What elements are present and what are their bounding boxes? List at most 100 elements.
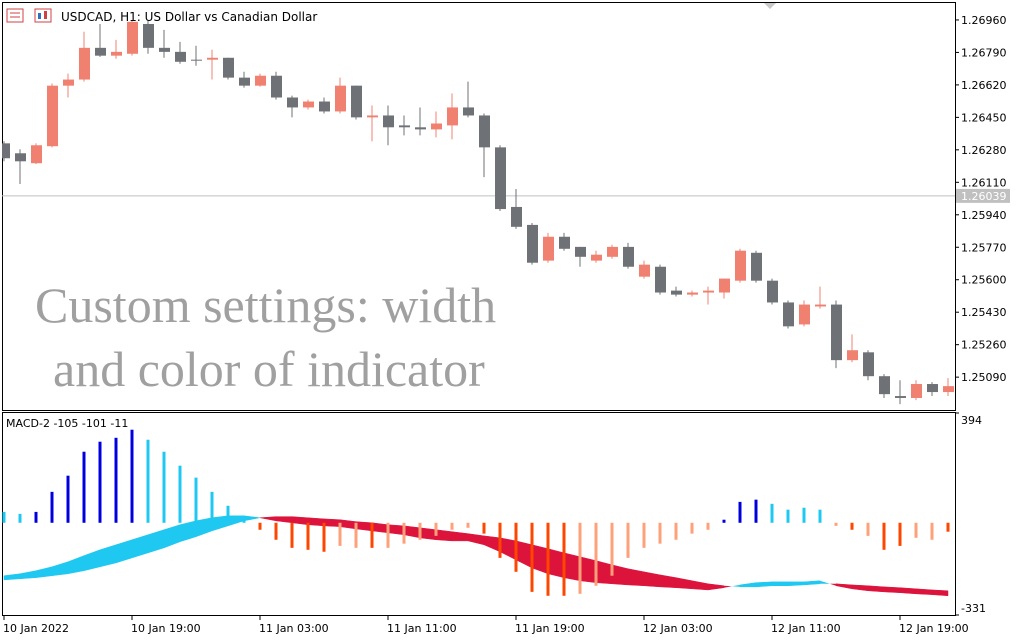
histogram-bar (210, 491, 214, 523)
histogram-bar (338, 522, 342, 546)
histogram-bar (946, 522, 950, 532)
y-tick-label: 1.25940 (961, 209, 1007, 222)
candle-body (383, 115, 394, 128)
candle-body (655, 266, 666, 293)
histogram-bar (690, 522, 694, 534)
candle-body (799, 304, 810, 325)
histogram-bar (482, 522, 486, 534)
icon[interactable] (34, 8, 52, 23)
macd-fill (931, 589, 949, 597)
candle-body (751, 252, 762, 281)
macd-fill (435, 529, 453, 542)
y-tick-label: 1.26960 (961, 14, 1007, 27)
histogram-bar (658, 522, 662, 544)
shift-marker[interactable] (764, 3, 776, 9)
histogram-bar (914, 522, 918, 538)
overlay: USDCAD, H1: US Dollar vs Canadian Dollar… (3, 3, 1010, 635)
candle-body (687, 292, 698, 295)
macd-fill (627, 568, 645, 587)
candle-body (399, 125, 410, 128)
candle-body (271, 75, 282, 98)
x-tick-label: 11 Jan 11:00 (387, 622, 457, 635)
histogram-bar (882, 522, 886, 550)
candle-body (879, 376, 890, 395)
histogram-bar (258, 522, 262, 530)
candle-body (63, 79, 74, 86)
x-tick-label: 11 Jan 19:00 (515, 622, 585, 635)
macd-fill (371, 522, 389, 534)
x-tick-label: 12 Jan 11:00 (771, 622, 841, 635)
main-plot (2, 19, 955, 405)
candle-body (351, 85, 362, 118)
macd-fill (307, 517, 325, 527)
icon-bar (38, 13, 41, 19)
macd-fill (387, 524, 405, 536)
histogram-bar (162, 451, 166, 523)
macd-plot (2, 429, 950, 597)
candle-body (895, 396, 906, 398)
y-tick-label: 1.25090 (961, 371, 1007, 384)
candle-body (863, 352, 874, 377)
histogram-bar (674, 522, 678, 540)
macd-fill (547, 548, 565, 578)
candle-body (559, 236, 570, 249)
icon[interactable] (6, 8, 24, 23)
histogram-bar (34, 511, 38, 523)
histogram-bar (370, 522, 374, 548)
candle-body (543, 236, 554, 261)
main-frame (2, 2, 956, 411)
histogram-bar (130, 429, 134, 523)
histogram-bar (114, 437, 118, 523)
macd-fill (323, 518, 341, 527)
candle-body (2, 143, 10, 159)
histogram-bar (194, 477, 198, 523)
histogram-bar (898, 522, 902, 546)
candle-body (239, 77, 250, 86)
histogram-bar (354, 522, 358, 548)
x-tick-label: 10 Jan 19:00 (131, 622, 201, 635)
histogram-bar (514, 522, 518, 572)
candle-body (527, 224, 538, 263)
candle-body (303, 101, 314, 108)
candle-body (207, 57, 218, 60)
candle-body (463, 107, 474, 116)
candle-body (575, 246, 586, 257)
candle-body (415, 127, 426, 130)
macd-fill (867, 585, 885, 593)
histogram-bar (706, 522, 710, 530)
macd-title: MACD-2 -105 -101 -11 (6, 417, 128, 430)
histogram-bar (274, 522, 278, 540)
candle-body (431, 123, 442, 130)
annotation: and color of indicator (53, 341, 485, 397)
histogram-bar (642, 522, 646, 548)
candle-body (639, 264, 650, 277)
candle-body (479, 115, 490, 148)
histogram-bar (578, 522, 582, 594)
x-tick-label: 12 Jan 19:00 (899, 622, 969, 635)
current-price-box (956, 188, 1010, 203)
macd-fill (732, 584, 740, 587)
y-tick-label: 1.26280 (961, 144, 1007, 157)
macd-fill (419, 527, 437, 541)
candle-body (943, 386, 954, 393)
histogram-bar (754, 499, 758, 523)
histogram-bar (466, 522, 470, 528)
y-tick-label: -331 (961, 602, 986, 615)
macd-fill (829, 583, 836, 586)
histogram-bar (226, 505, 230, 523)
icon-bar (44, 11, 47, 19)
candle-body (79, 47, 90, 80)
histogram-bar (434, 522, 438, 536)
candle-body (447, 107, 458, 126)
histogram-bar (802, 507, 806, 523)
candle-body (31, 145, 42, 164)
candle-body (831, 304, 842, 361)
candle-body (159, 47, 170, 52)
histogram-bar (50, 491, 54, 523)
macd-fill (771, 581, 789, 586)
histogram-bar (786, 509, 790, 523)
y-tick-label: 394 (961, 414, 982, 427)
candle-body (15, 153, 26, 162)
chart-title: USDCAD, H1: US Dollar vs Canadian Dollar (61, 10, 317, 24)
